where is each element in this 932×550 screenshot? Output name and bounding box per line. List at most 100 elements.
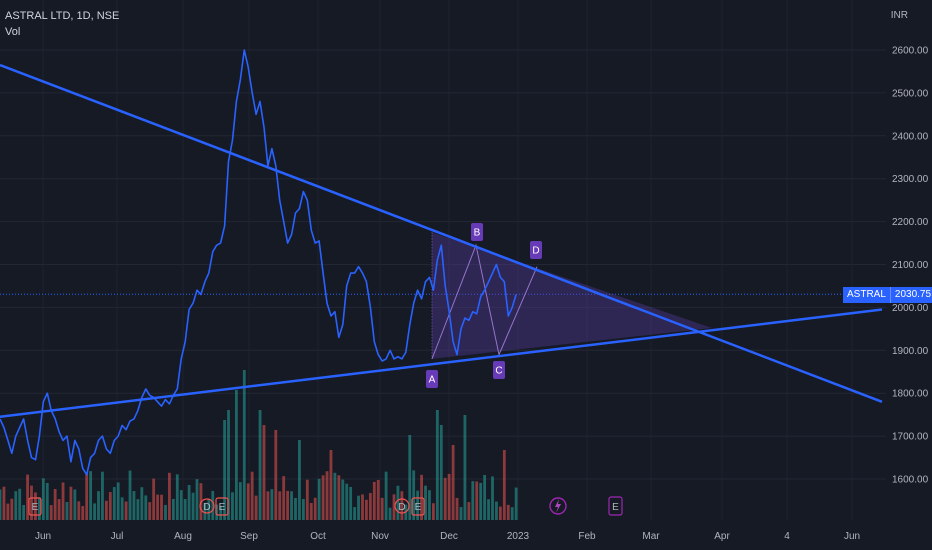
volume-bar	[392, 494, 396, 520]
y-tick-label: 1800.00	[892, 389, 929, 400]
volume-bar	[443, 477, 447, 520]
volume-bar	[301, 499, 305, 520]
volume-bar	[514, 487, 518, 520]
pattern-point-badge	[471, 223, 483, 241]
chart-legend: ASTRAL LTD, 1D, NSE Vol	[5, 8, 119, 40]
volume-bar	[49, 505, 53, 520]
event-marker-label: E	[219, 502, 226, 513]
volume-bar	[282, 476, 286, 520]
pattern-point-d: D	[530, 241, 542, 259]
volume-bar	[61, 482, 65, 520]
volume-bar	[479, 482, 483, 520]
volume-bar	[274, 430, 278, 520]
volume-bar	[455, 497, 459, 520]
last-price-tag: ASTRAL 2030.75	[843, 287, 932, 303]
event-marker-label: D	[398, 502, 405, 513]
y-tick-label: 2500.00	[892, 88, 929, 99]
volume-bar	[179, 490, 183, 520]
volume-bar	[132, 491, 136, 520]
volume-bar	[294, 497, 297, 520]
volume-bar	[2, 486, 6, 520]
volume-bar	[34, 492, 37, 520]
volume-bar	[22, 505, 26, 520]
volume-bar	[396, 485, 400, 520]
volume-bar	[108, 492, 112, 520]
volume-bar	[148, 502, 152, 520]
volume-bar	[400, 491, 404, 520]
volume-bar	[388, 507, 392, 520]
future-earnings-label: E	[612, 502, 619, 513]
volume-bar	[424, 485, 427, 520]
volume-bar	[376, 479, 380, 520]
volume-bar	[89, 471, 93, 520]
volume-bar	[357, 495, 360, 520]
volume-bar	[18, 488, 22, 520]
last-price-symbol: ASTRAL	[843, 287, 891, 303]
volume-bar	[101, 471, 104, 520]
x-tick-label: Mar	[642, 531, 660, 542]
volume-bar	[203, 502, 207, 520]
x-tick-label: Feb	[578, 531, 596, 542]
volume-bar	[278, 491, 282, 520]
symbol-title: ASTRAL LTD, 1D, NSE	[5, 10, 120, 22]
volume-bar	[242, 370, 246, 520]
y-tick-label: 2300.00	[892, 174, 929, 185]
volume-bar	[246, 483, 250, 520]
volume-bar	[211, 490, 215, 520]
volume-bar	[266, 491, 270, 520]
event-marker-d: D	[394, 498, 410, 514]
volume-bar	[384, 471, 388, 520]
pattern-point-b: B	[471, 223, 483, 241]
volume-bar	[483, 474, 487, 520]
lightning-icon	[549, 497, 567, 515]
price-series-line	[0, 49, 517, 476]
x-tick-label: Dec	[440, 531, 458, 542]
volume-bar	[227, 410, 230, 520]
volume-bar	[467, 502, 471, 520]
volume-bar	[116, 482, 120, 520]
pattern-legs	[431, 243, 538, 360]
pattern-point-label: B	[474, 228, 481, 239]
volume-bar	[309, 502, 313, 520]
lightning-icon-glyph	[555, 499, 561, 513]
volume-bar	[439, 425, 443, 520]
volume-bar	[93, 503, 96, 520]
future-earnings-box	[608, 496, 623, 516]
volume-bar	[329, 450, 333, 520]
pattern-point-badge	[493, 361, 505, 379]
volume-bar	[408, 435, 412, 520]
volume-bar	[223, 420, 226, 520]
volume-bar	[10, 498, 14, 520]
volume-bar	[365, 499, 368, 520]
x-tick-label: Jun	[844, 531, 860, 542]
volume-bar	[495, 501, 498, 520]
volume-bar	[77, 501, 81, 520]
volume-bar	[168, 472, 171, 520]
volume-bar	[290, 491, 293, 520]
volume-bar	[361, 494, 364, 520]
volume-bar	[171, 498, 175, 520]
x-tick-label: Nov	[371, 531, 389, 542]
pattern-point-badge	[530, 241, 542, 259]
volume-bar	[0, 489, 2, 520]
x-tick-label: Sep	[240, 531, 258, 542]
volume-indicator-label: Vol	[5, 26, 21, 38]
volume-bar	[97, 491, 100, 520]
pattern-point-label: D	[532, 246, 539, 257]
y-tick-label: 1700.00	[892, 432, 929, 443]
volume-bar	[317, 478, 321, 520]
volume-bar	[349, 486, 353, 520]
y-tick-label: 2600.00	[892, 46, 929, 57]
volume-bar	[53, 489, 57, 520]
volume-bar	[380, 497, 384, 520]
volume-bar	[313, 497, 317, 520]
volume-bar	[345, 483, 349, 520]
ascending-trendline	[0, 308, 883, 419]
x-tick-label: Aug	[174, 531, 192, 542]
volume-bar	[270, 489, 274, 520]
volume-bar	[144, 495, 148, 520]
pattern-point-badge	[426, 370, 438, 388]
pattern-shading	[432, 232, 712, 359]
